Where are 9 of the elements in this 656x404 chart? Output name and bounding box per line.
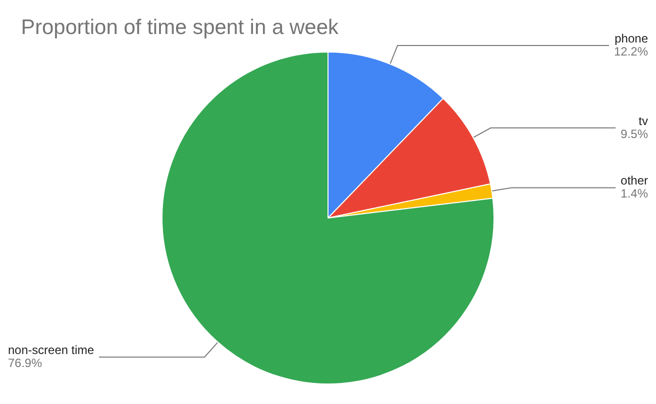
slice-label: tv: [638, 114, 648, 128]
data-label: 76.9%: [8, 356, 42, 370]
slice-label: phone: [614, 31, 648, 46]
data-label: 12.2%: [614, 44, 648, 58]
slice-label: other: [620, 174, 648, 188]
data-label: 1.4%: [620, 186, 648, 201]
chart-title: Proportion of time spent in a week: [21, 16, 339, 39]
slice-label: non-screen time: [8, 343, 94, 358]
data-label: 9.5%: [620, 126, 648, 141]
